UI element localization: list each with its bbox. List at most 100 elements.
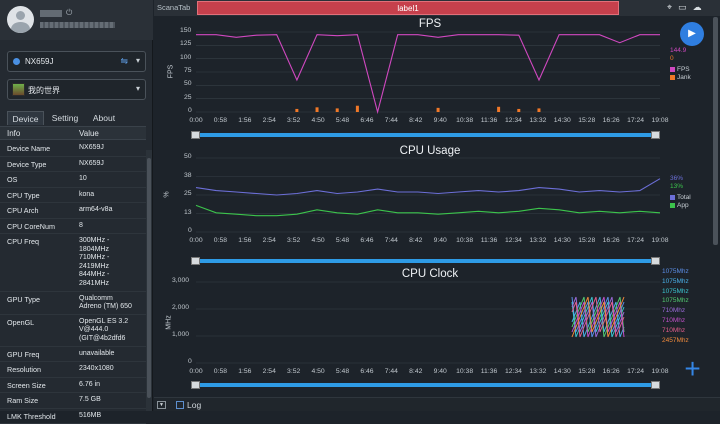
col-info[interactable]: Info [7,129,21,138]
y-tick-label: 0 [188,107,192,114]
folder-icon[interactable]: ▭ [678,2,687,12]
chevron-down-icon[interactable]: ▼ [157,401,166,409]
info-row: CPU Arch arm64-v8a [0,203,146,219]
x-tick-label: 19:08 [651,368,669,375]
tab-name[interactable]: ScanaTab [157,3,191,12]
avatar[interactable] [7,6,34,33]
x-tick-label: 14:30 [553,117,571,124]
x-tick-label: 0:00 [189,237,203,244]
x-tick-label: 10:38 [456,237,474,244]
info-value: unavailable [79,349,115,357]
tab-device[interactable]: Device [7,111,44,125]
legend-entry: 2457Mhz [662,336,689,344]
cloud-icon[interactable]: ☁ [692,2,702,12]
legend-swatch [670,194,675,200]
y-tick-label: 3,000 [172,277,190,284]
x-tick-label: 12:34 [504,368,522,375]
location-icon[interactable]: ⌖ [667,2,673,12]
info-value: NX659J [79,159,104,167]
info-value: 7.5 GB [79,396,101,404]
x-tick-label: 17:24 [627,117,645,124]
app-select[interactable]: 我的世界 ▾ [7,79,146,100]
y-axis-label: MHz [165,314,173,330]
info-key: OpenGL [7,317,35,327]
tab-setting[interactable]: Setting [51,113,79,123]
y-tick-label: 125 [180,40,192,48]
fps-range-slider[interactable] [191,131,660,139]
x-tick-label: 11:36 [480,368,498,375]
info-key: CPU Arch [7,206,39,215]
play-button[interactable]: ▶ [680,22,704,46]
x-tick-label: 4:50 [311,117,325,124]
link-icon[interactable]: ⇋ [120,56,128,66]
info-value: 2340x1080 [79,365,114,373]
legend-value: 13% [670,183,684,190]
legend-value: 144.9 [670,47,687,54]
log-checkbox[interactable] [176,401,184,409]
cpu-usage-range-slider[interactable] [191,257,660,265]
tab-label[interactable]: label1 [197,1,619,15]
series-app-line [195,204,661,217]
info-value: NX659J [79,144,104,151]
y-tick-label: 75 [184,67,192,74]
info-row: Resolution 2340x1080 [0,362,146,378]
info-row: CPU Freq 300MHz - 1804MHz 710MHz - 2419MH… [0,234,146,292]
x-tick-label: 13:32 [529,117,547,124]
profile-header: ⏻ [0,0,153,40]
info-table: Device Name NX659J Device Type NX659J OS 10 CP… [0,141,146,424]
info-row: CPU CoreNum 8 [0,219,146,234]
jank-bar [436,107,440,112]
info-value: kona [79,190,95,198]
x-tick-label: 10:38 [456,117,474,124]
tab-about[interactable]: About [92,113,116,123]
power-icon[interactable]: ⏻ [66,8,73,17]
jank-bar [537,108,541,112]
info-key: CPU Freq [7,237,39,246]
x-tick-label: 0:00 [189,117,203,124]
legend-value: 0 [670,55,674,62]
chevron-down-icon: ▾ [135,84,140,93]
x-tick-label: 17:24 [627,237,645,244]
main-panel: ScanaTab label1 ⌖ ▭ ☁ FPS CPU Usage CPU Cl… [154,0,720,411]
y-tick-label: 25 [184,93,192,101]
chart-title-cpu-clock: CPU Clock [401,268,459,280]
y-tick-label: 0 [188,358,192,365]
charts-canvas [195,31,661,364]
x-tick-label: 3:52 [287,368,301,375]
x-tick-label: 0:58 [213,368,228,375]
bottom-bar: ▼ Log [154,397,720,411]
x-tick-label: 2:54 [262,237,276,244]
col-value[interactable]: Value [79,129,99,138]
x-tick-label: 7:44 [384,237,398,244]
jank-bar [335,108,339,112]
info-key: CPU Type [7,190,40,200]
legend-entry: 1075Mhz [662,268,689,275]
info-key: LMK Threshold [7,411,56,421]
tab-bar: ScanaTab label1 ⌖ ▭ ☁ [154,0,720,16]
clock-line [571,296,625,338]
device-select[interactable]: NX659J ⇋ ▾ [7,51,146,72]
x-tick-label: 5:48 [335,368,350,375]
series-total-line [195,178,661,196]
x-tick-label: 8:42 [409,117,423,124]
cpu-clock-range-slider[interactable] [191,381,660,389]
y-axis-label: % [163,191,171,198]
x-tick-label: 19:08 [651,237,669,244]
x-tick-label: 4:50 [311,237,325,244]
main-scrollbar[interactable] [711,17,719,397]
x-tick-label: 19:08 [651,117,669,124]
x-tick-label: 10:38 [456,368,474,375]
x-tick-label: 0:00 [189,368,203,375]
clock-line [571,296,625,338]
info-row: GPU Type Qualcomm Adreno (TM) 650 [0,292,146,315]
app-icon [12,83,25,96]
info-row: Screen Size 6.76 in [0,378,146,394]
info-key: Device Type [7,159,47,169]
add-chart-button[interactable]: + [684,353,701,384]
info-key: GPU Freq [7,349,40,359]
clock-line [571,296,625,338]
jank-bar [517,108,521,112]
info-value: arm64-v8a [79,206,113,213]
sidebar-scrollbar[interactable] [146,150,152,411]
info-key: OS [7,175,18,184]
